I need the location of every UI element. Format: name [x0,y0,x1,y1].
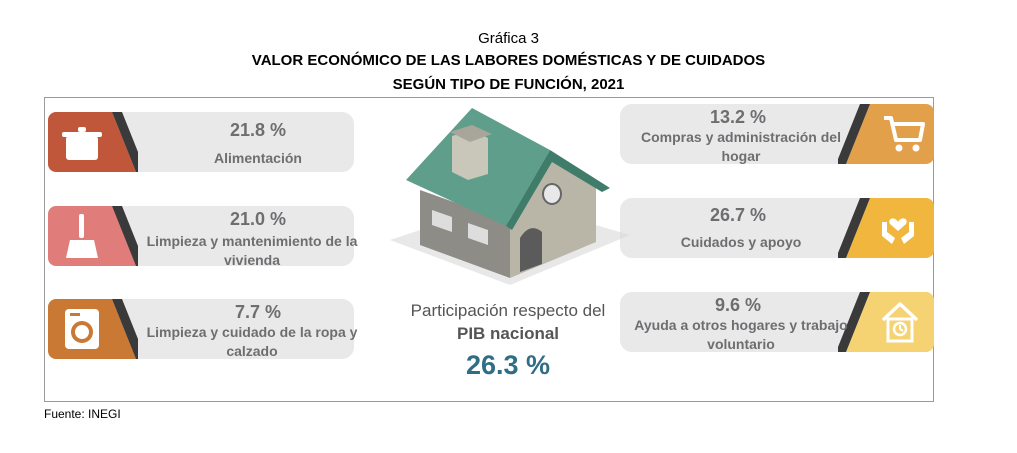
caring-hands-icon [882,218,914,244]
washing-machine-icon [65,309,99,349]
gdp-share-value: 26.3 % [465,350,551,380]
chart-title-line1: VALOR ECONÓMICO DE LAS LABORES DOMÉSTICA… [251,52,766,69]
card-percentage: 7.7 % [234,302,282,322]
category-card-ayuda: 9.6 % Ayuda a otros hogares y trabajo vo… [620,292,934,352]
source-note: Fuente: INEGI [44,407,121,421]
card-label: Cuidados y apoyo [680,234,802,250]
category-card-limpieza-vivienda: 21.0 % Limpieza y mantenimiento de la vi… [48,206,357,268]
card-label: Limpieza y cuidado de la ropa y calzado [146,324,358,359]
card-percentage: 26.7 % [709,205,767,225]
category-card-cuidados: 26.7 % Cuidados y apoyo [620,198,934,258]
cooking-pot-icon [62,127,102,160]
card-percentage: 21.0 % [229,209,287,229]
chart-number: Gráfica 3 [478,30,539,47]
card-label: Ayuda a otros hogares y trabajo voluntar… [634,317,848,352]
gdp-share-label-line2: PIB nacional [456,324,560,343]
gdp-share-label-line1: Participación respecto del [410,301,606,320]
house-illustration [390,108,630,285]
card-label: Compras y administración del hogar [641,129,841,164]
category-card-compras: 13.2 % Compras y administración del hoga… [620,104,934,164]
card-label: Alimentación [214,150,302,166]
card-percentage: 21.8 % [229,120,287,140]
card-percentage: 13.2 % [709,107,767,127]
card-label: Limpieza y mantenimiento de la vivienda [146,233,358,268]
category-card-alimentacion: 21.8 % Alimentación [48,112,354,172]
shopping-cart-icon [884,116,925,152]
house-clock-icon [881,302,919,343]
broom-icon [66,214,98,258]
category-card-limpieza-ropa: 7.7 % Limpieza y cuidado de la ropa y ca… [48,299,357,359]
chart-title-line2: SEGÚN TIPO DE FUNCIÓN, 2021 [392,76,625,93]
card-percentage: 9.6 % [714,295,762,315]
